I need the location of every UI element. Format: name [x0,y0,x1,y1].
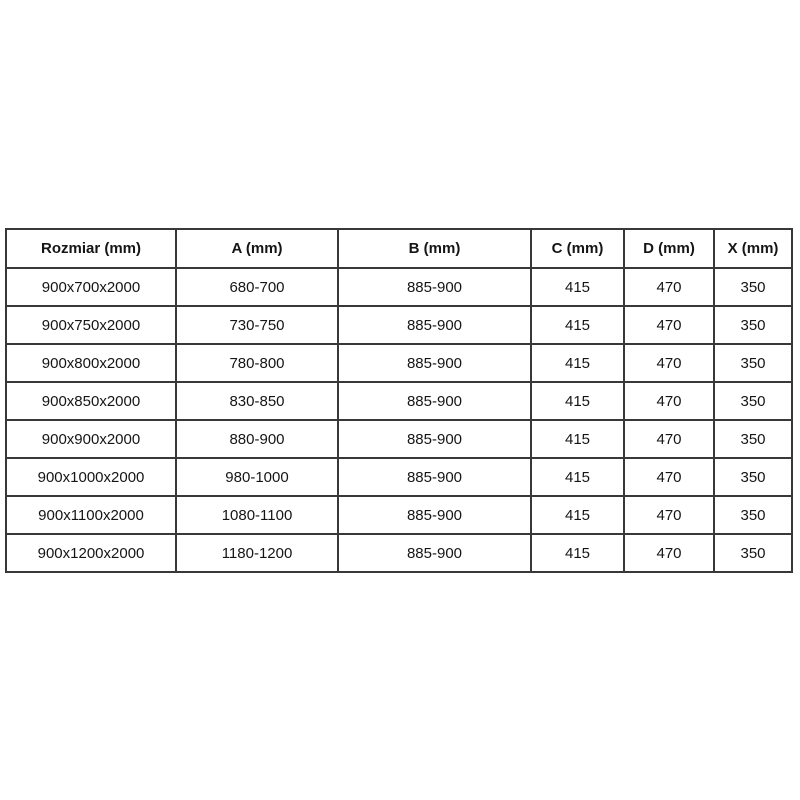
table-cell: 470 [623,267,715,307]
table-cell: 350 [713,343,793,383]
table-cell: 350 [713,495,793,535]
table-cell: 780-800 [175,343,339,383]
table-cell: 1180-1200 [175,533,339,573]
table-cell: 885-900 [337,267,532,307]
table-cell: 900x850x2000 [5,381,177,421]
table-cell: 470 [623,381,715,421]
table-cell: 885-900 [337,495,532,535]
table-cell: 900x900x2000 [5,419,177,459]
size-spec-table: Rozmiar (mm) A (mm) B (mm) C (mm) D (mm)… [5,228,793,573]
table-cell: 900x1000x2000 [5,457,177,497]
column-header-x: X (mm) [713,228,793,269]
table-row: 900x850x2000 830-850 885-900 415 470 350 [5,381,793,421]
table-cell: 885-900 [337,419,532,459]
column-header-c: C (mm) [530,228,625,269]
column-header-d: D (mm) [623,228,715,269]
table-cell: 885-900 [337,381,532,421]
table-body: 900x700x2000 680-700 885-900 415 470 350 900x7… [5,267,793,573]
table-cell: 885-900 [337,305,532,345]
table-row: 900x1000x2000 980-1000 885-900 415 470 350 [5,457,793,497]
column-header-rozmiar: Rozmiar (mm) [5,228,177,269]
table-row: 900x800x2000 780-800 885-900 415 470 350 [5,343,793,383]
table-cell: 470 [623,533,715,573]
table-row: 900x700x2000 680-700 885-900 415 470 350 [5,267,793,307]
table-cell: 415 [530,305,625,345]
table-cell: 470 [623,305,715,345]
table-cell: 350 [713,533,793,573]
table-cell: 885-900 [337,457,532,497]
table-header-row: Rozmiar (mm) A (mm) B (mm) C (mm) D (mm)… [5,228,793,269]
table-row: 900x1100x2000 1080-1100 885-900 415 470 350 [5,495,793,535]
table-cell: 415 [530,343,625,383]
table-row: 900x1200x2000 1180-1200 885-900 415 470 350 [5,533,793,573]
table-cell: 415 [530,495,625,535]
table-header: Rozmiar (mm) A (mm) B (mm) C (mm) D (mm)… [5,228,793,269]
table-cell: 350 [713,267,793,307]
table-cell: 1080-1100 [175,495,339,535]
column-header-a: A (mm) [175,228,339,269]
table-cell: 900x800x2000 [5,343,177,383]
table-cell: 900x1200x2000 [5,533,177,573]
table-cell: 415 [530,419,625,459]
table-cell: 900x1100x2000 [5,495,177,535]
table-cell: 350 [713,457,793,497]
table-cell: 880-900 [175,419,339,459]
size-spec-table-container: Rozmiar (mm) A (mm) B (mm) C (mm) D (mm)… [5,228,793,573]
table-cell: 885-900 [337,343,532,383]
table-cell: 415 [530,267,625,307]
table-cell: 830-850 [175,381,339,421]
table-row: 900x750x2000 730-750 885-900 415 470 350 [5,305,793,345]
table-cell: 980-1000 [175,457,339,497]
table-cell: 730-750 [175,305,339,345]
table-cell: 470 [623,419,715,459]
table-cell: 470 [623,457,715,497]
table-cell: 350 [713,305,793,345]
table-cell: 680-700 [175,267,339,307]
table-cell: 350 [713,419,793,459]
table-cell: 470 [623,495,715,535]
table-cell: 900x700x2000 [5,267,177,307]
table-cell: 415 [530,381,625,421]
table-cell: 470 [623,343,715,383]
table-row: 900x900x2000 880-900 885-900 415 470 350 [5,419,793,459]
column-header-b: B (mm) [337,228,532,269]
table-cell: 415 [530,533,625,573]
table-cell: 415 [530,457,625,497]
table-cell: 350 [713,381,793,421]
table-cell: 885-900 [337,533,532,573]
table-cell: 900x750x2000 [5,305,177,345]
